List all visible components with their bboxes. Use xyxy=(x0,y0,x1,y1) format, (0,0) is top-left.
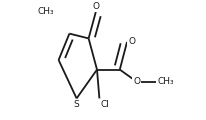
Text: S: S xyxy=(74,100,80,109)
Text: O: O xyxy=(92,2,99,11)
Text: O: O xyxy=(128,37,135,46)
Text: Cl: Cl xyxy=(101,100,109,109)
Text: O: O xyxy=(133,77,140,86)
Text: CH₃: CH₃ xyxy=(157,77,174,86)
Text: CH₃: CH₃ xyxy=(37,7,54,17)
